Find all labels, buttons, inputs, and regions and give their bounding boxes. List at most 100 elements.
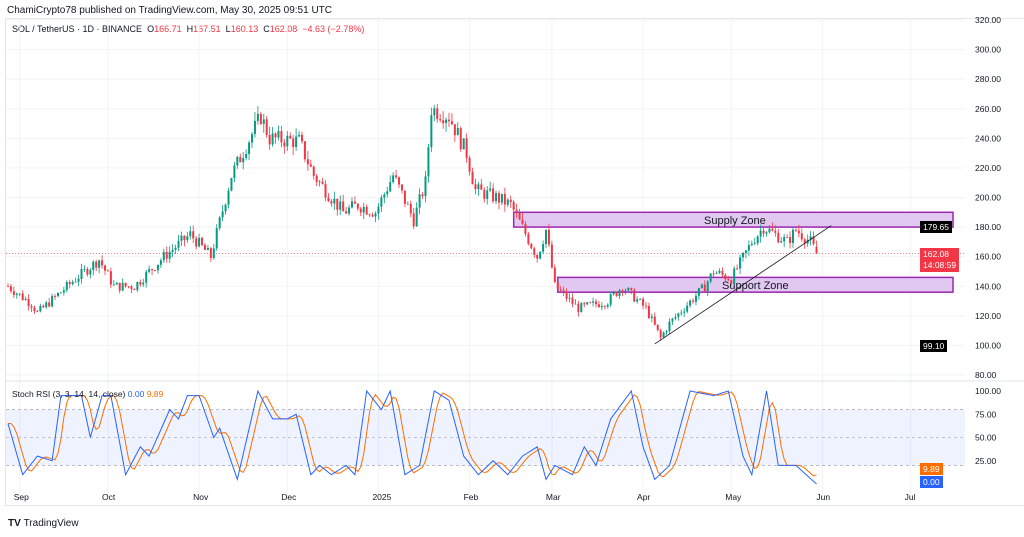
- candle-body: [336, 198, 339, 210]
- candle-body: [245, 153, 248, 159]
- candle-body: [545, 229, 548, 245]
- candle-body: [794, 229, 797, 231]
- candle-body: [298, 134, 301, 137]
- candle-body: [277, 131, 280, 138]
- candle-body: [642, 298, 645, 306]
- x-tick-label: 2025: [372, 492, 391, 502]
- y-tick-label: 180.00: [975, 222, 1001, 232]
- candle-body: [533, 248, 536, 255]
- candle-body: [133, 289, 136, 291]
- last-price-tag: 162.08 14:08:59: [920, 248, 960, 272]
- candle-body: [56, 293, 59, 297]
- candle-body: [353, 201, 356, 204]
- candle-body: [74, 281, 77, 283]
- candle-body: [647, 306, 650, 318]
- candle-body: [686, 305, 689, 312]
- candle-body: [480, 184, 483, 190]
- candle-body: [71, 281, 74, 285]
- stoch-k-line: [7, 389, 817, 485]
- candle-body: [465, 138, 468, 158]
- candle-body: [239, 156, 242, 163]
- candle-body: [783, 237, 786, 242]
- x-tick-label: Sep: [14, 492, 29, 502]
- candle-body: [306, 159, 309, 165]
- tradingview-logo[interactable]: TV TradingView: [8, 518, 79, 529]
- candle-body: [612, 292, 615, 295]
- candle-body: [177, 240, 180, 248]
- candle-body: [809, 236, 812, 240]
- candle-body: [542, 244, 545, 252]
- candle-body: [453, 124, 456, 136]
- stoch-rsi-legend: Stoch RSI (3, 3, 14, 14, close) 0.00 9.8…: [12, 389, 164, 399]
- candle-body: [789, 237, 792, 244]
- candle-body: [192, 231, 195, 239]
- candle-body: [577, 303, 580, 313]
- candle-body: [145, 271, 148, 283]
- candle-body: [418, 194, 421, 208]
- candle-body: [27, 298, 30, 307]
- candle-body: [45, 302, 48, 308]
- candle-body: [327, 197, 330, 202]
- candle-body: [468, 157, 471, 172]
- level-low-tag: 99.10: [920, 340, 948, 352]
- candle-body: [547, 229, 550, 245]
- candle-body: [650, 316, 653, 318]
- candle-body: [694, 295, 697, 302]
- candle-body: [345, 211, 348, 214]
- candle-body: [403, 190, 406, 204]
- candle-body: [39, 305, 42, 312]
- candle-body: [800, 233, 803, 240]
- candle-body: [224, 204, 227, 212]
- candle-body: [180, 235, 183, 241]
- candle-body: [639, 298, 642, 300]
- candle-body: [509, 199, 512, 202]
- y-tick-label: 320.00: [975, 15, 1001, 25]
- candle-body: [621, 290, 624, 292]
- candle-body: [595, 301, 597, 305]
- candle-body: [492, 188, 495, 202]
- candle-body: [462, 138, 465, 150]
- candle-body: [424, 176, 427, 197]
- candle-body: [212, 248, 215, 258]
- candle-body: [753, 243, 756, 245]
- candle-body: [218, 217, 221, 229]
- candle-body: [315, 175, 318, 183]
- low-value: 160.13: [230, 24, 259, 34]
- candle-body: [780, 241, 783, 243]
- candle-body: [77, 278, 80, 282]
- candle-body: [165, 251, 168, 259]
- candle-body: [101, 260, 104, 266]
- candle-body: [21, 293, 24, 300]
- candle-body: [412, 213, 415, 227]
- candle-body: [603, 306, 606, 307]
- y-tick-label: 200.00: [975, 193, 1001, 203]
- candle-body: [483, 189, 486, 199]
- candle-body: [633, 289, 636, 302]
- candle-body: [121, 282, 124, 291]
- candle-body: [739, 257, 742, 269]
- candle-body: [692, 300, 695, 302]
- y-tick-label: 80.00: [975, 370, 997, 380]
- candle-body: [536, 254, 539, 259]
- published-line: ChamiCrypto78 published on TradingView.c…: [7, 5, 332, 16]
- candle-body: [580, 303, 583, 313]
- candle-body: [362, 206, 365, 213]
- candle-body: [356, 203, 359, 209]
- candle-body: [130, 286, 133, 290]
- zone-0: [512, 211, 954, 228]
- candle-body: [671, 318, 674, 322]
- candle-body: [791, 229, 794, 244]
- candle-body: [318, 181, 321, 183]
- candle-body: [568, 297, 571, 299]
- y-tick-label: 120.00: [975, 311, 1001, 321]
- candle-body: [324, 183, 327, 198]
- candle-body: [521, 219, 524, 225]
- candle-body: [771, 228, 774, 231]
- candle-body: [359, 208, 362, 213]
- d-value: 9.89: [146, 389, 164, 399]
- candle-body: [406, 203, 409, 205]
- candle-body: [765, 232, 768, 234]
- candle-body: [33, 307, 36, 312]
- candle-body: [333, 198, 336, 204]
